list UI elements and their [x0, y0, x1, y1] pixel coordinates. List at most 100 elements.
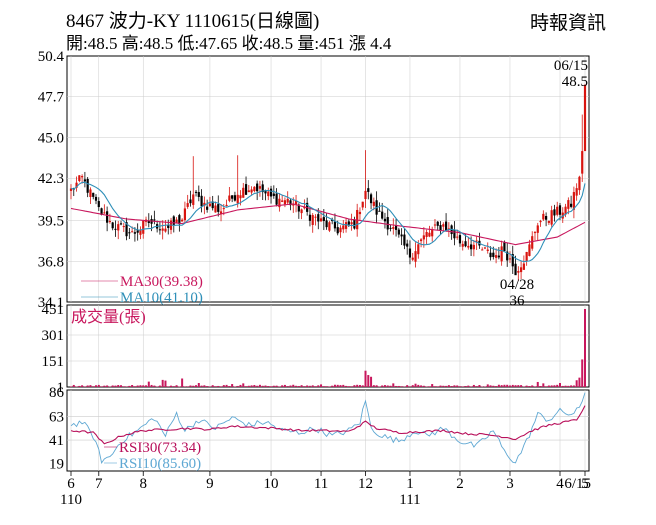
volume-bar	[378, 386, 381, 388]
candle-body	[475, 240, 478, 242]
volume-bar	[125, 386, 128, 387]
candle-body	[153, 219, 156, 221]
candle-body	[286, 198, 289, 203]
volume-bar	[75, 386, 78, 388]
volume-tick-label: 451	[42, 302, 65, 318]
ohlc-summary: 開:48.5 高:48.5 低:47.65 收:48.5 量:451 漲 4.4	[66, 34, 392, 53]
volume-bar	[397, 385, 400, 387]
volume-bar	[547, 385, 550, 387]
candle-body	[556, 206, 559, 215]
candle-body	[397, 229, 400, 235]
volume-bar	[247, 385, 250, 387]
candle-body	[167, 225, 170, 228]
x-tick-label: 11	[314, 476, 328, 492]
volume-bar	[350, 386, 353, 387]
price-tick-label: 42.3	[38, 171, 64, 187]
candle-body	[264, 190, 267, 194]
volume-bar	[86, 385, 89, 387]
volume-bar	[192, 385, 195, 387]
candle-body	[178, 215, 181, 225]
volume-bar	[417, 384, 420, 387]
volume-bar	[195, 385, 198, 387]
candle-body	[531, 236, 534, 249]
volume-bar	[550, 385, 553, 387]
volume-bar	[214, 386, 217, 387]
low-date-label: 04/28	[500, 277, 534, 293]
candle-body	[197, 192, 200, 197]
x-tick-label: 8	[139, 476, 147, 492]
candle-body	[350, 222, 353, 225]
candle-body	[494, 255, 498, 258]
volume-bar	[442, 385, 445, 387]
volume-bar	[461, 386, 464, 387]
candle-body	[136, 230, 139, 233]
volume-bar	[428, 386, 431, 387]
candle-body	[142, 220, 145, 234]
candle-body	[253, 186, 256, 192]
volume-bar	[200, 385, 203, 387]
volume-bar	[250, 385, 253, 387]
volume-bar	[558, 383, 561, 387]
x-tick-label: 7	[95, 476, 103, 492]
volume-title: 成交量(張)	[71, 308, 146, 326]
volume-bar	[420, 385, 423, 387]
volume-bar	[308, 385, 311, 387]
candle-body	[533, 232, 537, 234]
price-tick-label: 50.4	[38, 49, 65, 65]
volume-bar	[470, 386, 473, 387]
volume-bar	[356, 384, 359, 387]
candle-body	[294, 200, 298, 205]
ma30-line	[70, 203, 586, 246]
candle-body	[372, 201, 375, 206]
volume-bar	[325, 386, 328, 387]
candle-body	[272, 193, 275, 196]
volume-bar	[439, 385, 442, 387]
volume-tick-label: 1	[57, 380, 65, 396]
volume-bar	[331, 385, 334, 387]
candle-body	[358, 211, 362, 215]
volume-bar	[217, 385, 220, 387]
candle-body	[458, 235, 462, 244]
volume-bar	[564, 385, 567, 387]
volume-bar	[231, 384, 234, 387]
candle-body	[514, 263, 517, 276]
volume-bar	[581, 359, 584, 387]
candle-body	[383, 218, 387, 222]
volume-bar	[158, 385, 161, 387]
candle-body	[461, 243, 464, 247]
volume-bar	[450, 385, 453, 387]
volume-bar	[475, 386, 478, 387]
volume-bar	[164, 380, 167, 387]
candle-body	[581, 151, 584, 174]
candle-body	[483, 247, 487, 249]
candle-body	[311, 215, 314, 225]
candle-body	[297, 204, 300, 212]
volume-bar	[395, 385, 398, 387]
candle-body	[481, 249, 484, 251]
candle-body	[436, 221, 439, 226]
candle-body	[400, 234, 403, 237]
candle-body	[283, 200, 287, 205]
volume-bar	[236, 385, 239, 387]
volume-bar	[256, 385, 259, 387]
volume-tick-label: 301	[42, 328, 65, 344]
candle-body	[175, 219, 178, 223]
candle-body	[539, 220, 542, 223]
candle-body	[228, 195, 231, 201]
candle-body	[200, 195, 203, 207]
candle-body	[128, 232, 131, 234]
candle-body	[342, 225, 345, 230]
rsi30-line	[70, 405, 586, 445]
x-tick-label: 2	[456, 476, 464, 492]
volume-bar	[570, 385, 573, 387]
volume-bar	[128, 385, 131, 387]
volume-bar	[111, 385, 114, 387]
volume-bar	[383, 385, 386, 387]
volume-bar	[264, 385, 267, 387]
candle-body	[428, 232, 431, 237]
rsi30-legend: RSI30(73.34)	[119, 440, 201, 456]
candle-body	[381, 211, 384, 219]
candle-body	[256, 183, 259, 192]
candle-body	[322, 217, 325, 222]
volume-bar	[495, 386, 498, 387]
